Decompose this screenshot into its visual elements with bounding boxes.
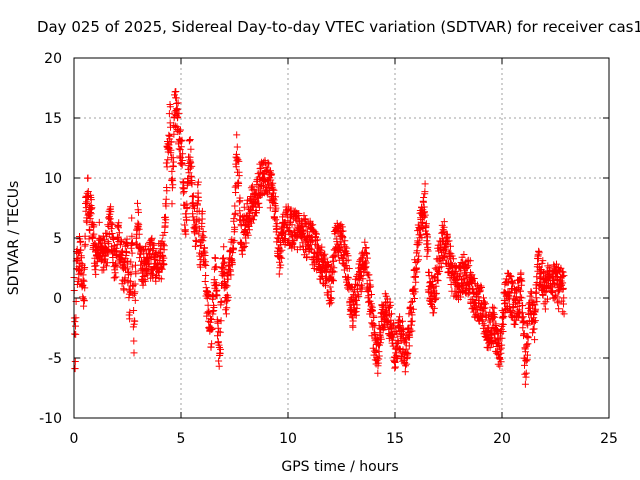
x-tick-label: 20	[493, 431, 511, 447]
y-axis-label: SDTVAR / TECUs	[6, 181, 22, 296]
x-tick-label: 15	[386, 431, 404, 447]
x-tick-label: 5	[177, 431, 186, 447]
y-tick-label: -10	[39, 411, 62, 427]
x-tick-label: 25	[600, 431, 618, 447]
y-tick-label: 10	[44, 171, 62, 187]
y-tick-label: 15	[44, 111, 62, 127]
x-tick-label: 0	[70, 431, 79, 447]
chart-title: Day 025 of 2025, Sidereal Day-to-day VTE…	[37, 18, 640, 36]
x-tick-label: 10	[279, 431, 297, 447]
y-tick-label: -5	[48, 351, 62, 367]
x-axis-label: GPS time / hours	[281, 459, 398, 475]
y-tick-label: 0	[53, 291, 62, 307]
y-tick-label: 5	[53, 231, 62, 247]
y-tick-label: 20	[44, 51, 62, 67]
x-axis-ticks: 0 5 10 15 20 25	[70, 58, 618, 447]
y-axis-ticks: -10 -5 0 5 10 15 20	[39, 51, 609, 427]
